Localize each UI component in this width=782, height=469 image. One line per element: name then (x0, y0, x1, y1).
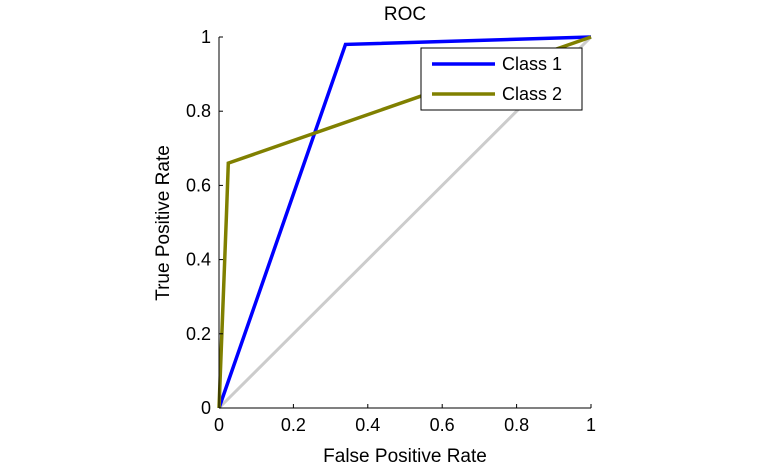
y-axis-ticks: 0 0.2 0.4 0.6 0.8 1 (186, 27, 223, 418)
x-tick-label: 0.8 (504, 415, 529, 435)
y-tick-label: 0.6 (186, 175, 211, 195)
legend-box (420, 47, 583, 111)
legend-label-2: Class 2 (502, 84, 562, 104)
y-tick-label: 0 (201, 398, 211, 418)
legend-label-1: Class 1 (502, 54, 562, 74)
x-tick-label: 0 (214, 415, 224, 435)
x-tick-label: 1 (586, 415, 596, 435)
series-line-1 (217, 35, 592, 409)
y-tick-label: 1 (201, 27, 211, 47)
chart-title: ROC (384, 4, 426, 25)
y-tick-label: 0.2 (186, 324, 211, 344)
series-line-2 (217, 35, 592, 409)
y-axis-label: True Positive Rate (153, 145, 174, 301)
y-tick-label: 0.4 (186, 250, 211, 270)
x-axis-ticks: 0 0.2 0.4 0.6 0.8 1 (214, 404, 596, 435)
y-tick-label: 0.8 (186, 101, 211, 121)
x-axis-label: False Positive Rate (323, 446, 487, 467)
legend: Class 1 Class 2 (420, 47, 583, 111)
x-tick-label: 0.6 (430, 415, 455, 435)
x-tick-label: 0.2 (281, 415, 306, 435)
series-layer (217, 35, 592, 409)
x-tick-label: 0.4 (355, 415, 380, 435)
